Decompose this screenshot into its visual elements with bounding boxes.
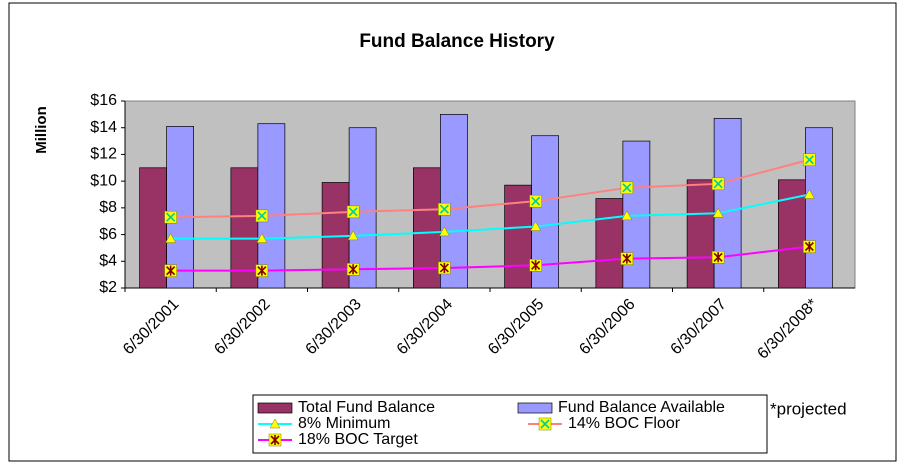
- legend-label: Total Fund Balance: [298, 399, 435, 416]
- marker: [529, 259, 542, 272]
- legend-swatch: [257, 402, 293, 414]
- bar: [230, 167, 259, 289]
- marker-part: [348, 207, 358, 217]
- marker: [255, 209, 269, 223]
- bar: [139, 167, 167, 289]
- y-tick-label: $12: [90, 146, 117, 163]
- bar: [166, 126, 194, 289]
- marker-part: [531, 196, 541, 206]
- line: [170, 245, 810, 272]
- annotation: *projected: [770, 399, 847, 418]
- marker-part: [713, 179, 723, 189]
- marker-part: [804, 155, 814, 165]
- bar: [413, 167, 441, 289]
- y-tick-label: $16: [90, 92, 117, 109]
- bar: [686, 179, 715, 289]
- marker: [538, 417, 552, 431]
- legend-swatch: [517, 402, 553, 414]
- marker-part: [270, 435, 280, 445]
- line: [170, 158, 810, 219]
- marker: [164, 264, 177, 277]
- bar: [805, 127, 833, 289]
- chart-title: Fund Balance History: [359, 31, 555, 52]
- marker-part: [439, 204, 449, 214]
- y-tick-label: $14: [90, 119, 117, 136]
- marker: [346, 263, 360, 276]
- marker: [268, 433, 282, 447]
- marker-part: [166, 265, 176, 276]
- y-tick-label: $4: [99, 253, 117, 270]
- bar: [595, 198, 624, 289]
- marker: [620, 252, 634, 265]
- bar: [440, 114, 468, 289]
- marker-part: [348, 264, 358, 275]
- marker: [256, 233, 268, 243]
- marker: [803, 188, 815, 199]
- marker-part: [622, 253, 632, 264]
- legend-label: 14% BOC Floor: [568, 415, 681, 432]
- legend: [252, 394, 768, 454]
- marker: [346, 205, 360, 219]
- marker: [529, 194, 542, 208]
- marker-part: [713, 252, 723, 263]
- marker: [803, 153, 816, 167]
- marker: [711, 251, 725, 264]
- marker-part: [257, 265, 267, 276]
- marker: [803, 240, 816, 253]
- legend-label: Fund Balance Available: [558, 399, 725, 416]
- bar: [504, 184, 532, 289]
- marker-part: [257, 211, 267, 221]
- y-tick-label: $2: [99, 279, 117, 296]
- marker: [438, 226, 450, 237]
- marker-part: [804, 241, 814, 252]
- marker: [438, 202, 451, 216]
- legend-label: 18% BOC Target: [298, 431, 418, 448]
- y-tick-label: $8: [99, 199, 117, 216]
- marker: [438, 261, 451, 275]
- marker-part: [439, 262, 449, 273]
- marker: [255, 264, 269, 277]
- marker: [164, 210, 177, 224]
- legend-label: 8% Minimum: [298, 415, 390, 432]
- marker: [269, 418, 281, 429]
- bar: [257, 123, 286, 289]
- marker-part: [531, 260, 541, 271]
- marker: [165, 233, 177, 243]
- y-axis-label: Million: [33, 106, 50, 154]
- marker: [712, 207, 724, 218]
- marker: [711, 177, 725, 191]
- marker: [347, 230, 359, 241]
- marker-part: [540, 419, 550, 429]
- y-tick-label: $10: [90, 172, 117, 189]
- marker-part: [166, 212, 176, 222]
- marker: [621, 210, 633, 221]
- line: [170, 193, 810, 240]
- marker: [530, 221, 542, 231]
- marker-part: [622, 183, 632, 193]
- y-tick-label: $6: [99, 226, 117, 243]
- marker: [620, 181, 634, 195]
